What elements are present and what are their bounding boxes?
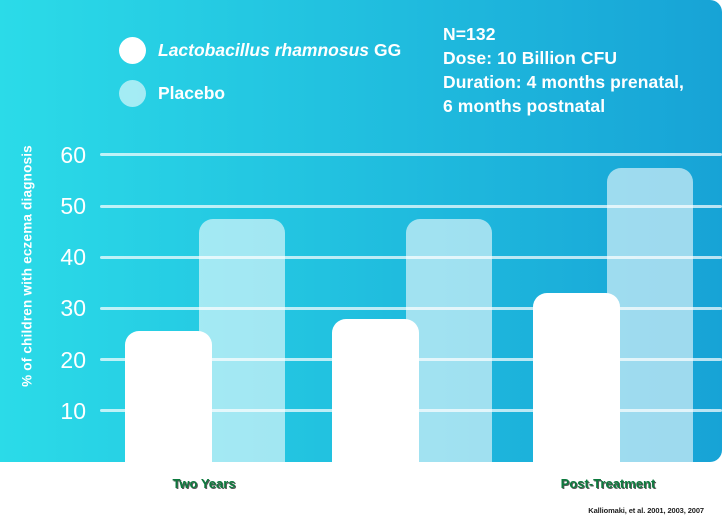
legend-label-placebo-text: Placebo bbox=[158, 83, 226, 103]
annotation-duration-1: Duration: 4 months prenatal, bbox=[443, 72, 685, 92]
y-tick-label: 10 bbox=[60, 397, 86, 424]
gridline bbox=[100, 153, 722, 157]
citation-footnote: Kalliomaki, et al. 2001, 2003, 2007 bbox=[588, 506, 704, 515]
annotation-dose: Dose: 10 Billion CFU bbox=[443, 48, 618, 68]
bar-lgg bbox=[125, 331, 212, 462]
x-axis-label: Post-Treatment bbox=[560, 476, 656, 491]
y-tick-label: 30 bbox=[60, 295, 86, 322]
bar-placebo bbox=[406, 219, 492, 462]
y-tick-label: 60 bbox=[60, 141, 86, 168]
bar-lgg bbox=[332, 319, 419, 462]
legend-item-placebo: Placebo bbox=[119, 80, 225, 107]
study-annotation: N=132 Dose: 10 Billion CFU Duration: 4 m… bbox=[443, 22, 684, 118]
gridline bbox=[100, 204, 722, 208]
bar-placebo bbox=[199, 219, 285, 462]
legend-label-lgg: Lactobacillus rhamnosus GG bbox=[158, 40, 401, 61]
bar-lgg bbox=[533, 293, 620, 462]
y-tick-label: 20 bbox=[60, 346, 86, 373]
y-tick-label: 50 bbox=[60, 193, 86, 219]
lgg-swatch-icon bbox=[119, 37, 146, 64]
placebo-swatch-icon bbox=[119, 80, 146, 107]
bar-placebo bbox=[607, 168, 693, 462]
annotation-n: N=132 bbox=[443, 24, 496, 44]
legend-item-lgg: Lactobacillus rhamnosus GG bbox=[119, 37, 401, 64]
chart-background: 10 20 30 40 50 60 bbox=[0, 0, 722, 462]
x-axis-label: Two Years bbox=[172, 476, 236, 491]
legend-label-lgg-species: Lactobacillus rhamnosus bbox=[158, 40, 370, 60]
legend-label-placebo: Placebo bbox=[158, 83, 225, 104]
legend-label-lgg-strain: GG bbox=[374, 40, 402, 60]
y-tick-label: 40 bbox=[60, 244, 86, 271]
y-axis-title: % of children with eczema diagnosis bbox=[19, 145, 35, 387]
annotation-duration-2: 6 months postnatal bbox=[443, 96, 606, 116]
